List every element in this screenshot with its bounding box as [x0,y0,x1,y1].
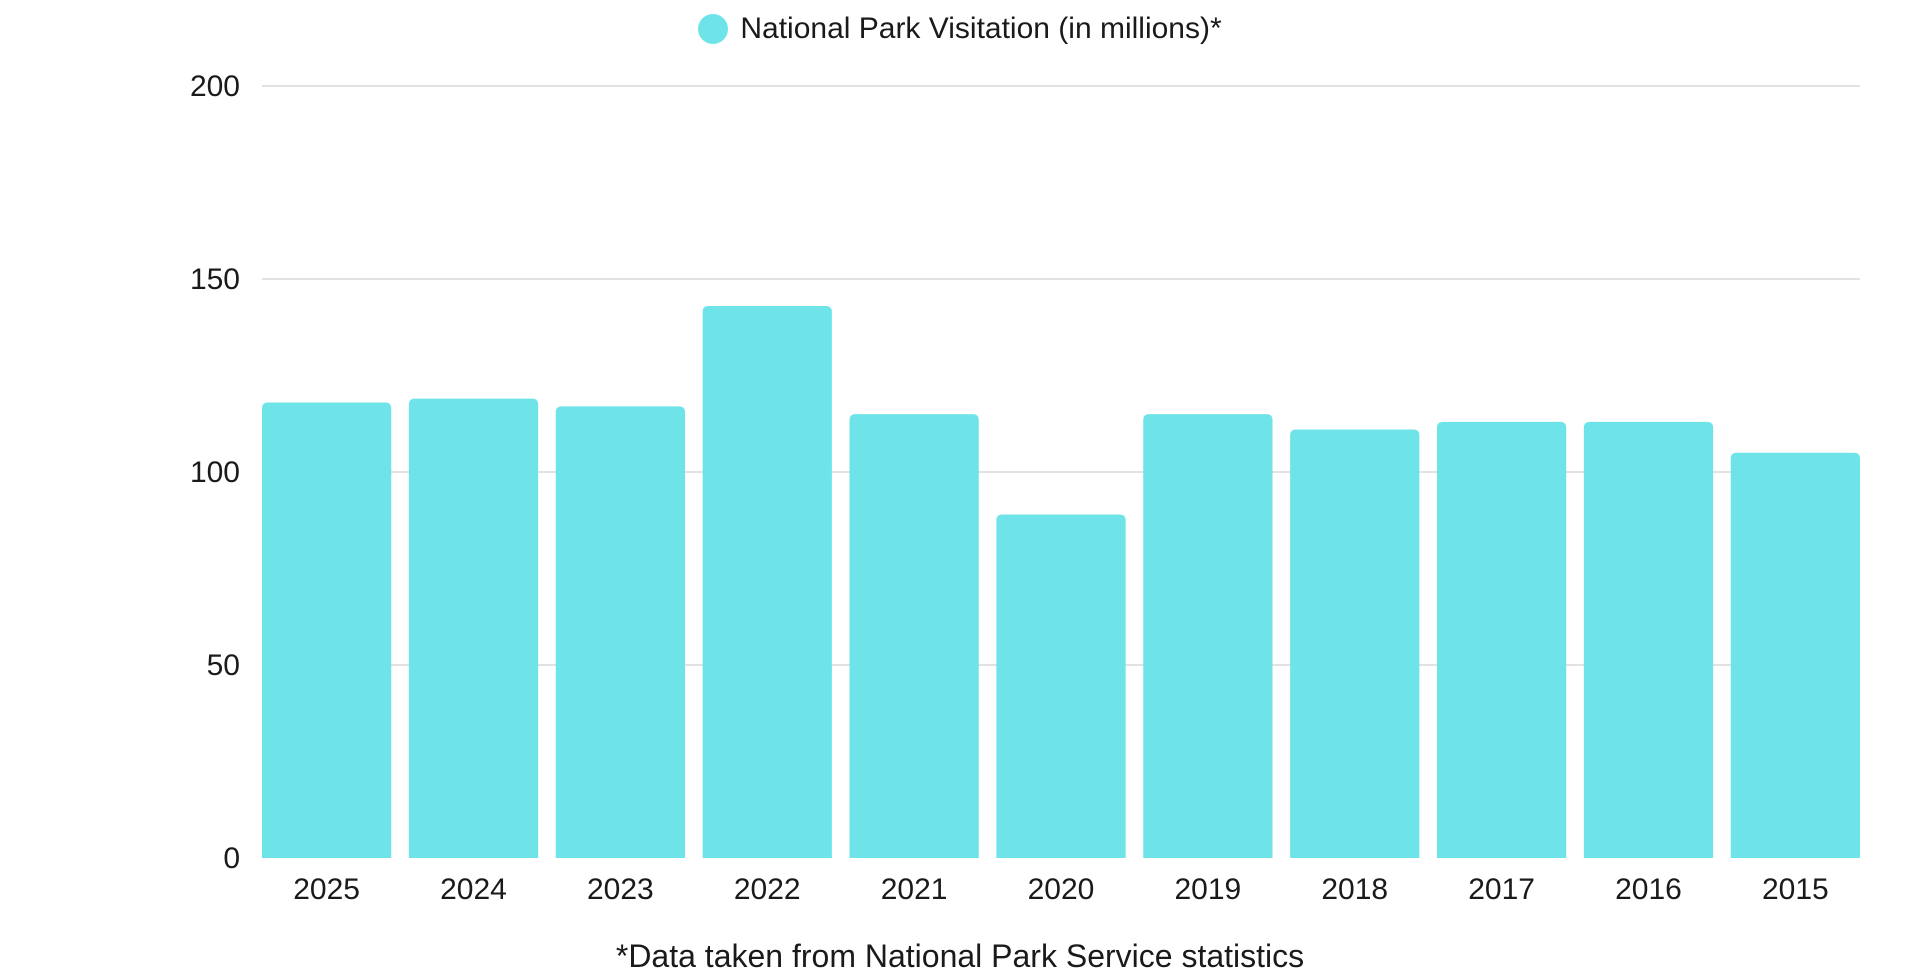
x-tick-label: 2018 [1321,873,1388,906]
x-tick-label: 2020 [1028,873,1095,906]
y-tick-label: 0 [223,842,240,875]
y-tick-label: 100 [190,456,240,489]
x-tick-label: 2024 [440,873,507,906]
y-axis-ticks: 0 50 100 150 200 [190,70,240,875]
bar-2023 [555,406,686,858]
y-tick-label: 50 [207,649,240,682]
bar-2025 [262,402,392,858]
bar-2020 [996,514,1126,858]
footnote: *Data taken from National Park Service s… [615,938,1305,974]
x-tick-label: 2019 [1174,873,1241,906]
x-tick-label: 2017 [1468,873,1535,906]
bar-2019 [1143,414,1273,858]
bar-2018 [1290,429,1420,858]
chart-legend: National Park Visitation (in millions)* [0,12,1920,46]
y-tick-label: 150 [190,263,240,296]
bar-2021 [849,414,979,858]
x-tick-label: 2023 [587,873,654,906]
bar-2022 [702,306,832,858]
bar-2024 [408,398,539,858]
bar-2016 [1583,421,1714,858]
x-tick-label: 2016 [1615,873,1682,906]
legend-swatch [698,14,729,44]
bar-2015 [1730,452,1860,858]
x-tick-label: 2025 [293,873,360,906]
x-axis-ticks: 2025 2024 2023 2022 2021 2020 2019 2018 2017 2016… [293,873,1828,906]
y-tick-label: 200 [190,70,240,103]
legend-label: National Park Visitation (in millions)* [740,12,1222,45]
x-tick-label: 2022 [734,873,801,906]
bar-2017 [1436,421,1567,858]
x-tick-label: 2021 [881,873,948,906]
bars [262,306,1860,858]
x-tick-label: 2015 [1762,873,1829,906]
